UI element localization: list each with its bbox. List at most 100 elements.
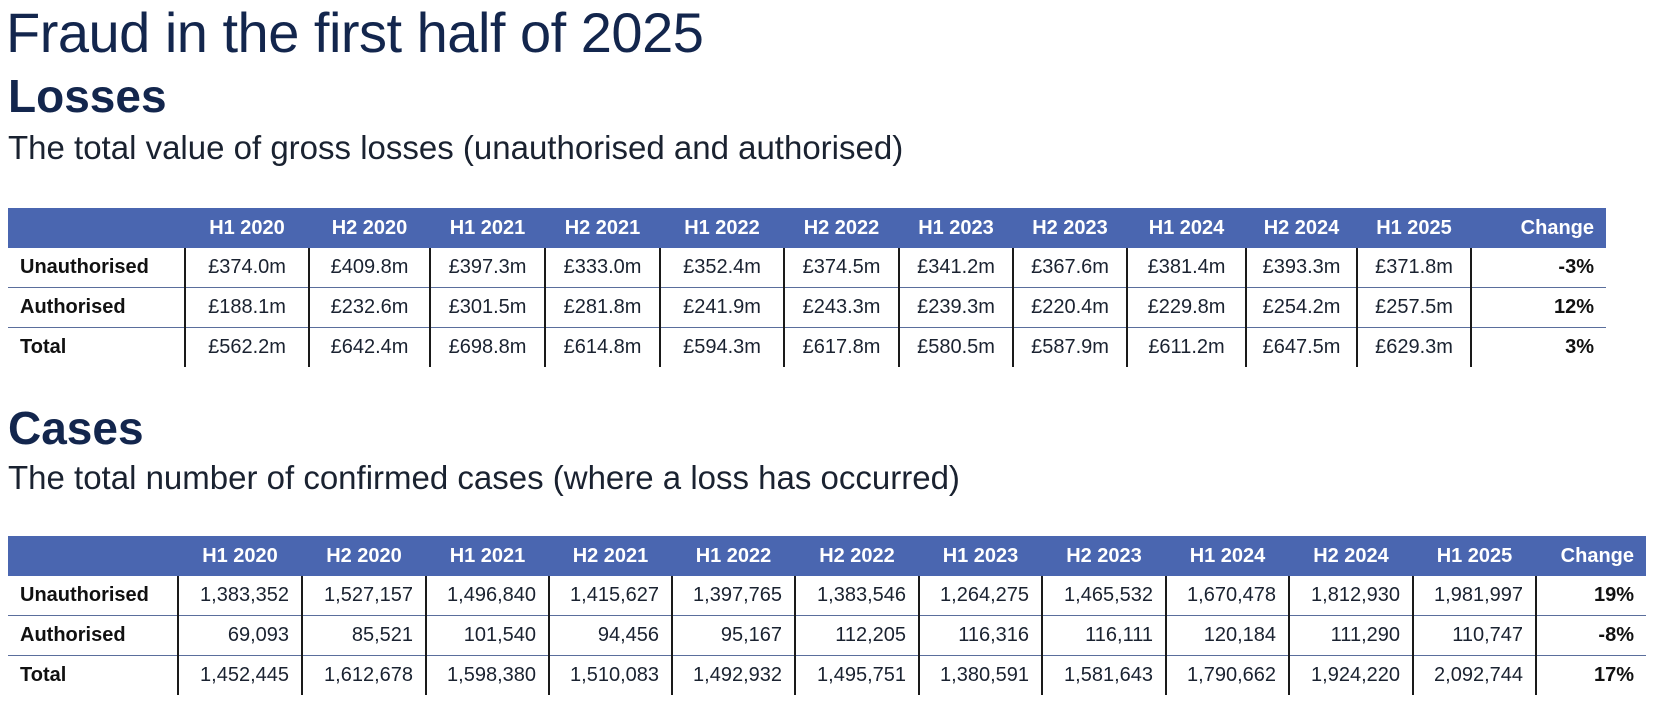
table-row: Total 1,452,445 1,612,678 1,598,380 1,51…: [8, 655, 1646, 695]
change-cell: 17%: [1535, 655, 1646, 695]
row-label: Unauthorised: [8, 248, 185, 288]
table-cell: £587.9m: [1012, 327, 1127, 367]
table-cell: 94,456: [548, 615, 672, 656]
table-cell: £188.1m: [184, 287, 309, 328]
table-cell: 1,612,678: [301, 655, 426, 695]
table-cell: 1,924,220: [1288, 655, 1413, 695]
losses-col-header: H1 2021: [430, 208, 545, 248]
losses-col-header: H1 2020: [185, 208, 309, 248]
cases-col-header: H2 2022: [795, 536, 919, 576]
table-row: Unauthorised 1,383,352 1,527,157 1,496,8…: [8, 576, 1646, 616]
table-cell: 120,184: [1165, 615, 1289, 656]
table-cell: £381.4m: [1126, 248, 1246, 288]
table-cell: 1,264,275: [918, 576, 1042, 616]
table-cell: 95,167: [671, 615, 795, 656]
table-cell: £611.2m: [1126, 327, 1246, 367]
table-cell: £397.3m: [429, 248, 545, 288]
table-cell: 1,790,662: [1165, 655, 1289, 695]
table-cell: 1,510,083: [548, 655, 672, 695]
losses-table: H1 2020 H2 2020 H1 2021 H2 2021 H1 2022 …: [8, 208, 1606, 367]
table-cell: 111,290: [1288, 615, 1413, 656]
table-cell: 110,747: [1412, 615, 1536, 656]
change-cell: 3%: [1470, 327, 1606, 367]
cases-header-row: H1 2020 H2 2020 H1 2021 H2 2021 H1 2022 …: [8, 536, 1646, 576]
table-cell: £232.6m: [308, 287, 430, 328]
table-cell: £257.5m: [1356, 287, 1471, 328]
table-cell: 116,316: [918, 615, 1042, 656]
table-cell: 116,111: [1041, 615, 1166, 656]
table-row: Total £562.2m £642.4m £698.8m £614.8m £5…: [8, 327, 1606, 367]
table-cell: £642.4m: [308, 327, 430, 367]
table-cell: 1,496,840: [425, 576, 549, 616]
page-title: Fraud in the first half of 2025: [6, 1, 704, 64]
table-cell: £580.5m: [898, 327, 1013, 367]
losses-col-header-change: Change: [1471, 208, 1606, 248]
row-label: Authorised: [8, 615, 178, 656]
losses-header-row: H1 2020 H2 2020 H1 2021 H2 2021 H1 2022 …: [8, 208, 1606, 248]
table-cell: £333.0m: [544, 248, 660, 288]
table-cell: £374.5m: [783, 248, 899, 288]
table-cell: £594.3m: [659, 327, 784, 367]
change-cell: -8%: [1535, 615, 1646, 656]
cases-col-header: H1 2025: [1413, 536, 1536, 576]
table-row: Authorised 69,093 85,521 101,540 94,456 …: [8, 615, 1646, 656]
losses-col-header: H2 2022: [784, 208, 899, 248]
table-cell: £254.2m: [1245, 287, 1357, 328]
losses-col-header: H1 2025: [1357, 208, 1471, 248]
losses-col-header: H2 2020: [309, 208, 430, 248]
losses-col-header: H2 2021: [545, 208, 660, 248]
losses-subtitle: The total value of gross losses (unautho…: [8, 129, 904, 166]
table-cell: £243.3m: [783, 287, 899, 328]
table-cell: 1,383,352: [177, 576, 302, 616]
table-cell: 112,205: [794, 615, 919, 656]
table-cell: 1,670,478: [1165, 576, 1289, 616]
table-cell: 85,521: [301, 615, 426, 656]
row-label: Unauthorised: [8, 576, 178, 616]
losses-col-header: H1 2022: [660, 208, 784, 248]
losses-col-header: H2 2023: [1013, 208, 1127, 248]
change-cell: -3%: [1470, 248, 1606, 288]
cases-col-header: H2 2024: [1289, 536, 1413, 576]
table-cell: £374.0m: [184, 248, 309, 288]
cases-col-header-change: Change: [1536, 536, 1646, 576]
table-cell: £562.2m: [184, 327, 309, 367]
table-cell: 1,495,751: [794, 655, 919, 695]
table-cell: £409.8m: [308, 248, 430, 288]
table-cell: £698.8m: [429, 327, 545, 367]
table-cell: £229.8m: [1126, 287, 1246, 328]
row-label: Total: [20, 336, 67, 358]
change-cell: 19%: [1535, 576, 1646, 616]
table-cell: 101,540: [425, 615, 549, 656]
table-cell: 1,452,445: [177, 655, 302, 695]
table-cell: £301.5m: [429, 287, 545, 328]
cases-col-header: H1 2023: [919, 536, 1042, 576]
table-cell: £629.3m: [1356, 327, 1471, 367]
table-cell: 1,383,546: [794, 576, 919, 616]
table-cell: 1,465,532: [1041, 576, 1166, 616]
change-cell: 12%: [1470, 287, 1606, 328]
table-cell: 1,581,643: [1041, 655, 1166, 695]
table-cell: £393.3m: [1245, 248, 1357, 288]
cases-col-header: H1 2022: [672, 536, 795, 576]
table-cell: £241.9m: [659, 287, 784, 328]
table-cell: £239.3m: [898, 287, 1013, 328]
table-cell: 1,380,591: [918, 655, 1042, 695]
table-cell: £220.4m: [1012, 287, 1127, 328]
losses-col-header: H1 2023: [899, 208, 1013, 248]
table-cell: 69,093: [177, 615, 302, 656]
table-cell: 1,981,997: [1412, 576, 1536, 616]
cases-col-header: H1 2024: [1166, 536, 1289, 576]
table-cell: £341.2m: [898, 248, 1013, 288]
cases-col-header: H2 2023: [1042, 536, 1166, 576]
table-cell: 1,397,765: [671, 576, 795, 616]
table-cell: £617.8m: [783, 327, 899, 367]
table-cell: £647.5m: [1245, 327, 1357, 367]
losses-col-header: H2 2024: [1246, 208, 1357, 248]
cases-header-blank: [8, 536, 178, 576]
table-cell: 1,415,627: [548, 576, 672, 616]
table-cell: 1,492,932: [671, 655, 795, 695]
table-cell: £614.8m: [544, 327, 660, 367]
table-cell: 1,527,157: [301, 576, 426, 616]
losses-col-header: H1 2024: [1127, 208, 1246, 248]
table-cell: £281.8m: [544, 287, 660, 328]
